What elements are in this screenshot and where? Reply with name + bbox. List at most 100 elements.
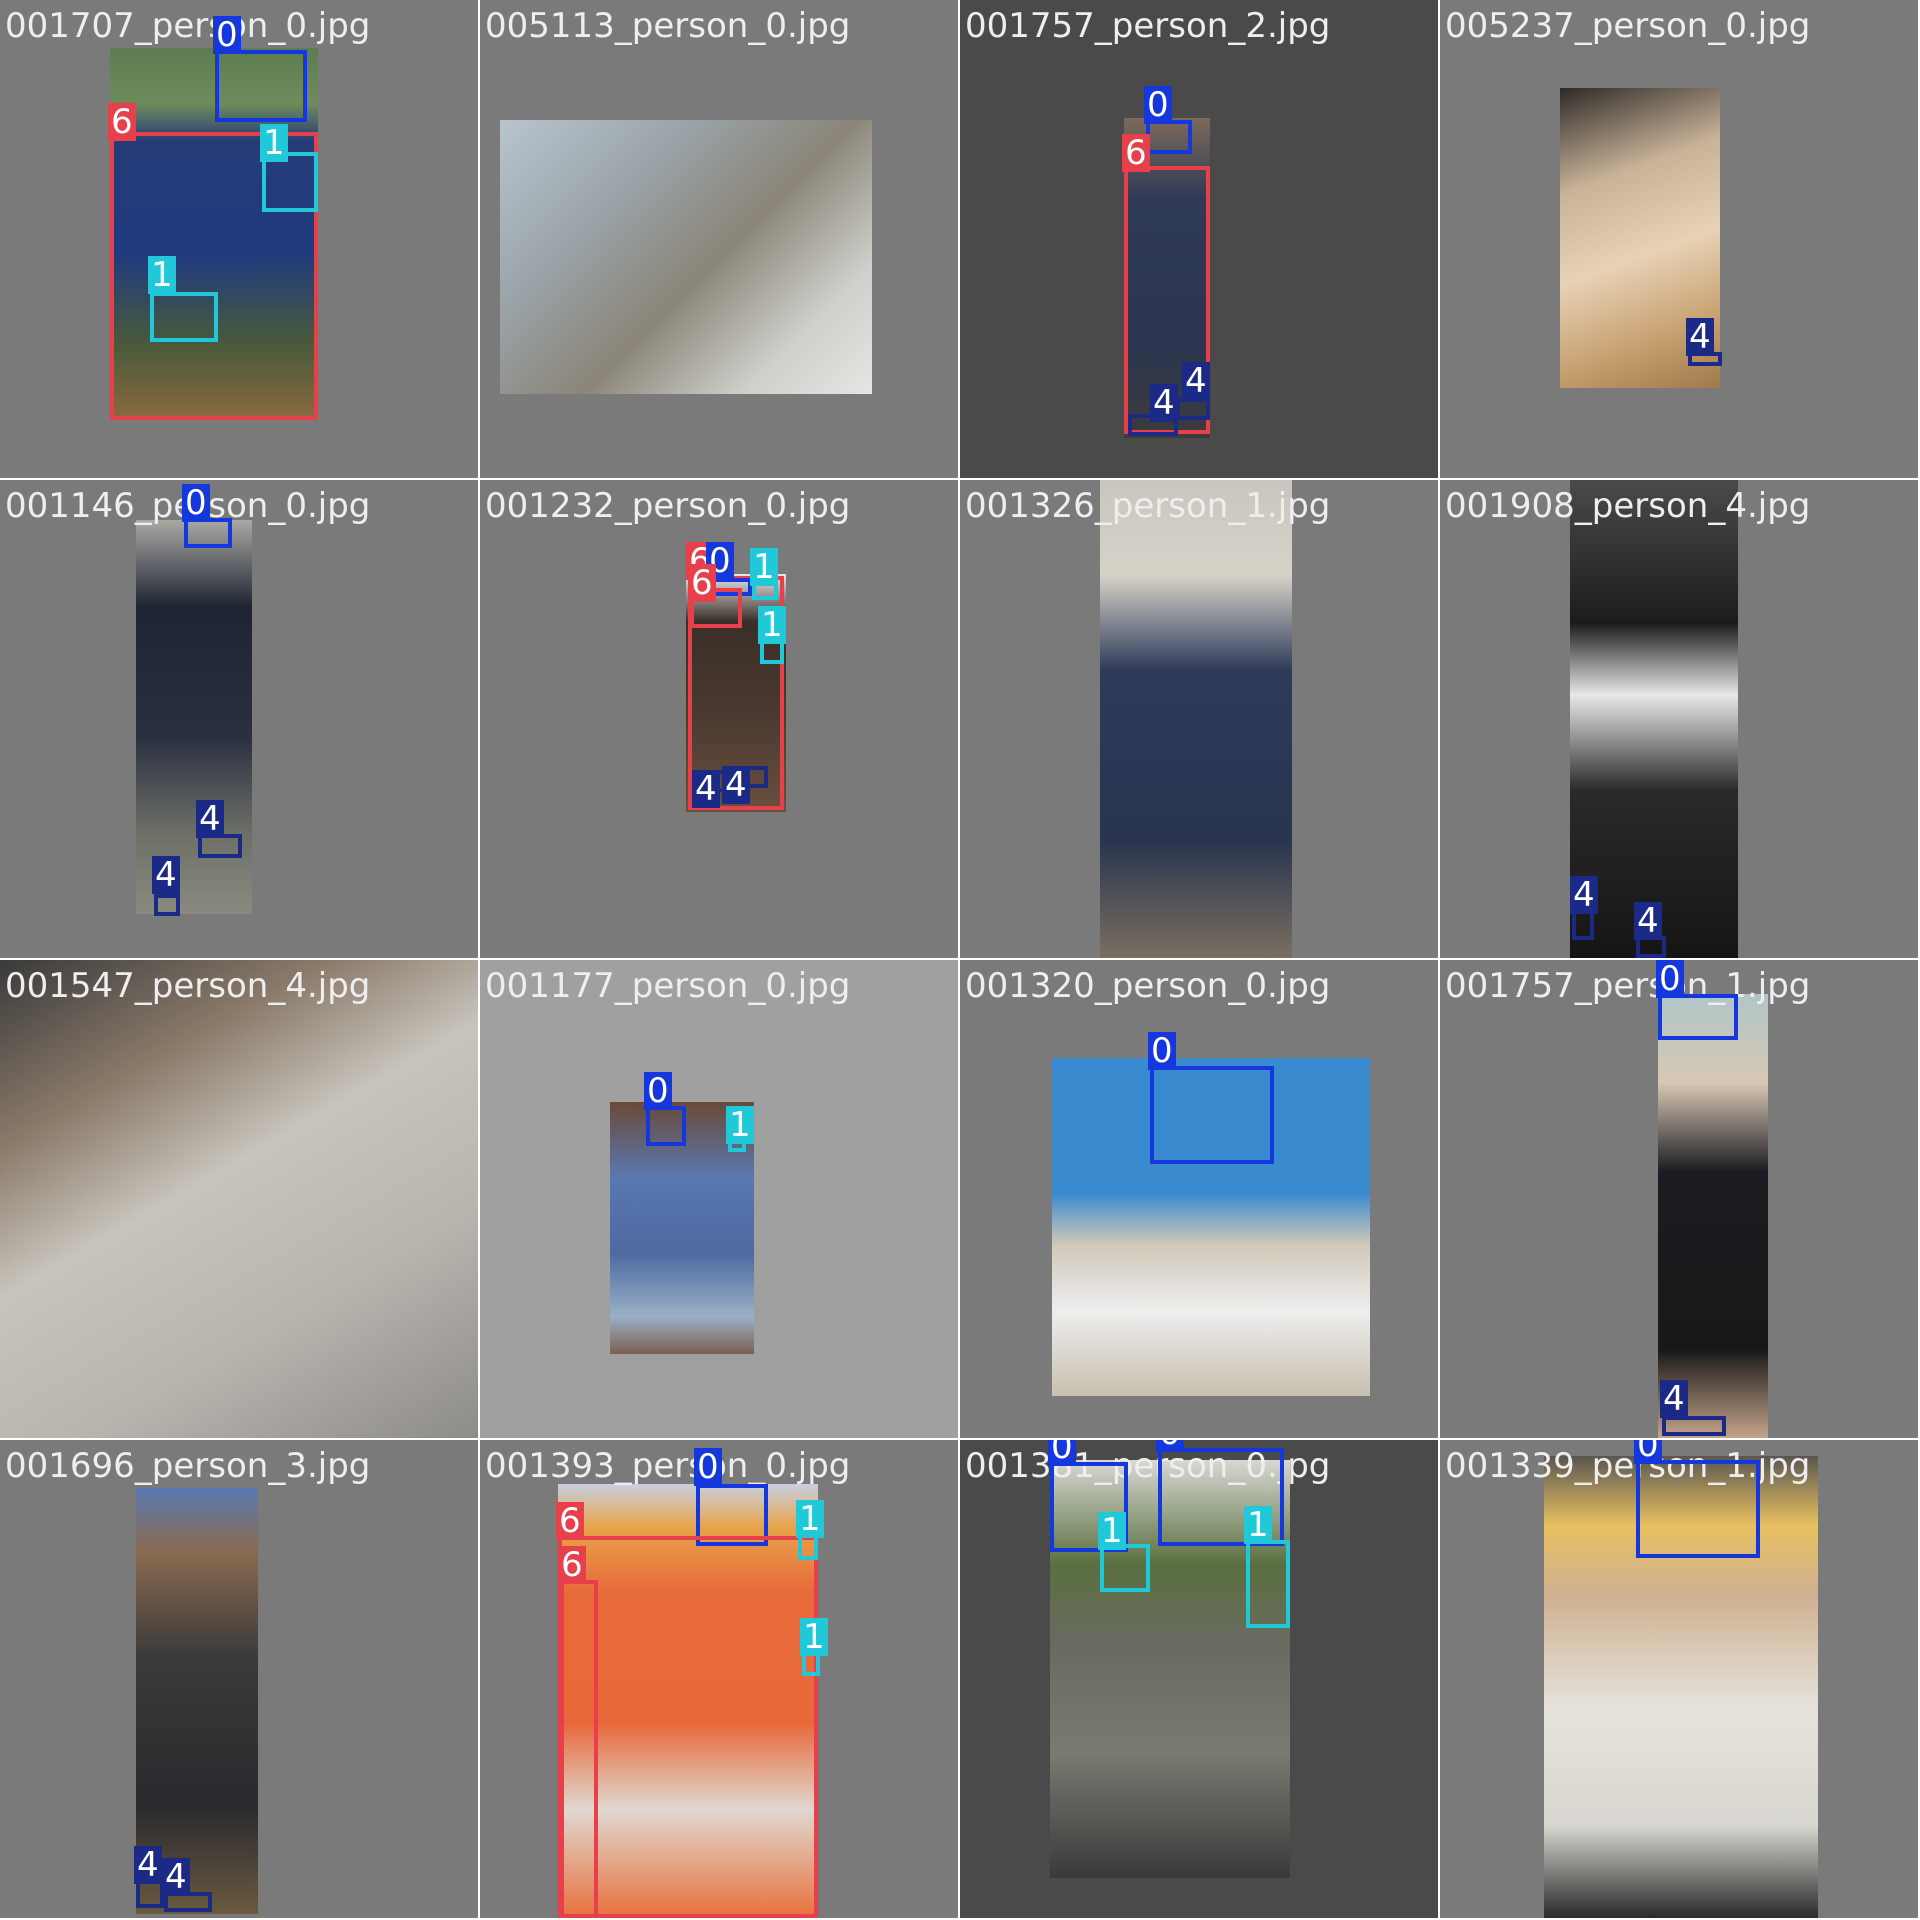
- bbox-label: 6: [688, 564, 716, 602]
- photo: [136, 520, 252, 914]
- grid-divider: [478, 0, 480, 1920]
- tile: 001393_person_0.jpg 0 6 6 1 1: [480, 1440, 958, 1918]
- tile-filename: 001547_person_4.jpg: [5, 966, 371, 1006]
- bbox: [154, 894, 180, 916]
- tile: 001757_person_2.jpg 0 6 4 4: [960, 0, 1438, 478]
- tile-filename: 005113_person_0.jpg: [485, 6, 851, 46]
- bbox: [262, 152, 318, 212]
- photo: [500, 120, 872, 394]
- tile: 005113_person_0.jpg: [480, 0, 958, 478]
- bbox-label: 4: [692, 770, 720, 808]
- bbox-label: 4: [1150, 384, 1178, 422]
- bbox-label: 0: [213, 16, 241, 54]
- bbox-label: 0: [1148, 1032, 1176, 1070]
- tile: 001326_person_1.jpg: [960, 480, 1438, 958]
- bbox-label: 0: [182, 484, 210, 522]
- bbox-label: 4: [1570, 876, 1598, 914]
- tile: 001707_person_0.jpg 0 6 1 1: [0, 0, 478, 478]
- tile: 005237_person_0.jpg 4: [1440, 0, 1918, 478]
- bbox-label: 1: [260, 124, 288, 162]
- tile-filename: 001393_person_0.jpg: [485, 1446, 851, 1486]
- tile-filename: 001320_person_0.jpg: [965, 966, 1331, 1006]
- tile-filename: 001326_person_1.jpg: [965, 486, 1331, 526]
- bbox-label: 4: [162, 1858, 190, 1896]
- tile: 001232_person_0.jpg 6 0 6 1 1 4 4: [480, 480, 958, 958]
- bbox-label: 1: [1098, 1512, 1126, 1550]
- bbox-label: 0: [1634, 1440, 1662, 1464]
- bbox-label: 1: [1244, 1506, 1272, 1544]
- bbox-label: 0: [644, 1072, 672, 1110]
- tile-filename: 001757_person_2.jpg: [965, 6, 1331, 46]
- photo: [1658, 994, 1768, 1438]
- tile-filename: 001707_person_0.jpg: [5, 6, 371, 46]
- bbox-label: 1: [758, 606, 786, 644]
- photo: [1052, 1058, 1370, 1396]
- tile: 001339_person_1.jpg 0: [1440, 1440, 1918, 1918]
- grid-divider: [0, 958, 1920, 960]
- tile: 001320_person_0.jpg 0: [960, 960, 1438, 1438]
- bbox-label: 4: [196, 800, 224, 838]
- bbox-label: 4: [134, 1846, 162, 1884]
- bbox-label: 4: [722, 766, 750, 804]
- tile-filename: 001177_person_0.jpg: [485, 966, 851, 1006]
- bbox: [1176, 398, 1210, 420]
- bbox-label: 0: [1656, 960, 1684, 998]
- tile-filename: 001696_person_3.jpg: [5, 1446, 371, 1486]
- bbox: [1100, 1544, 1150, 1592]
- photo: [558, 1484, 818, 1918]
- bbox: [1158, 1448, 1284, 1546]
- tile-filename: 001381_person_0.jpg: [965, 1446, 1331, 1486]
- grid-divider: [0, 1438, 1920, 1440]
- bbox-label: 4: [1182, 362, 1210, 400]
- bbox-label: 4: [1660, 1380, 1688, 1418]
- photo: [136, 1488, 258, 1914]
- photo: [1100, 480, 1292, 958]
- tile-filename: 001908_person_4.jpg: [1445, 486, 1811, 526]
- bbox-label: 4: [1686, 318, 1714, 356]
- bbox-label: 1: [750, 548, 778, 586]
- bbox-label: 0: [1156, 1440, 1184, 1452]
- bbox: [1150, 1066, 1274, 1164]
- tile: 001177_person_0.jpg 0 1: [480, 960, 958, 1438]
- bbox: [696, 1484, 768, 1546]
- tile: 001146_person_0.jpg 0 4 4: [0, 480, 478, 958]
- tile-filename: 001339_person_1.jpg: [1445, 1446, 1811, 1486]
- bbox: [646, 1106, 686, 1146]
- bbox-label: 4: [1634, 902, 1662, 940]
- bbox-label: 1: [800, 1618, 828, 1656]
- grid-divider: [0, 478, 1920, 480]
- bbox: [1050, 1462, 1128, 1552]
- bbox: [1246, 1540, 1290, 1628]
- bbox: [1662, 1416, 1726, 1436]
- grid-divider: [1438, 0, 1440, 1920]
- photo: [0, 960, 478, 1438]
- bbox-label: 1: [726, 1106, 754, 1144]
- tile: 001757_person_1.jpg 0 4: [1440, 960, 1918, 1438]
- bbox-label: 0: [694, 1448, 722, 1486]
- tile: 001547_person_4.jpg: [0, 960, 478, 1438]
- bbox: [1636, 1460, 1760, 1558]
- bbox-label: 6: [556, 1502, 584, 1540]
- bbox-label: 6: [558, 1546, 586, 1584]
- photo: [110, 48, 318, 420]
- bbox: [150, 292, 218, 342]
- photo: [1544, 1456, 1818, 1918]
- tile-filename: 001232_person_0.jpg: [485, 486, 851, 526]
- bbox-label: 1: [148, 256, 176, 294]
- bbox: [1146, 120, 1192, 154]
- bbox-label: 4: [152, 856, 180, 894]
- bbox-label: 1: [796, 1500, 824, 1538]
- bbox: [690, 588, 742, 628]
- bbox: [110, 132, 318, 420]
- tile: 001696_person_3.jpg 4 4: [0, 1440, 478, 1918]
- bbox-label: 6: [1122, 134, 1150, 172]
- bbox: [1658, 994, 1738, 1040]
- tile-filename: 005237_person_0.jpg: [1445, 6, 1811, 46]
- bbox: [560, 1580, 598, 1918]
- bbox-label: 0: [1144, 86, 1172, 124]
- grid-divider: [958, 0, 960, 1920]
- tile: 001908_person_4.jpg 4 4: [1440, 480, 1918, 958]
- tile-filename: 001757_person_1.jpg: [1445, 966, 1811, 1006]
- tile: 001381_person_0.jpg 0 0 1 1: [960, 1440, 1438, 1918]
